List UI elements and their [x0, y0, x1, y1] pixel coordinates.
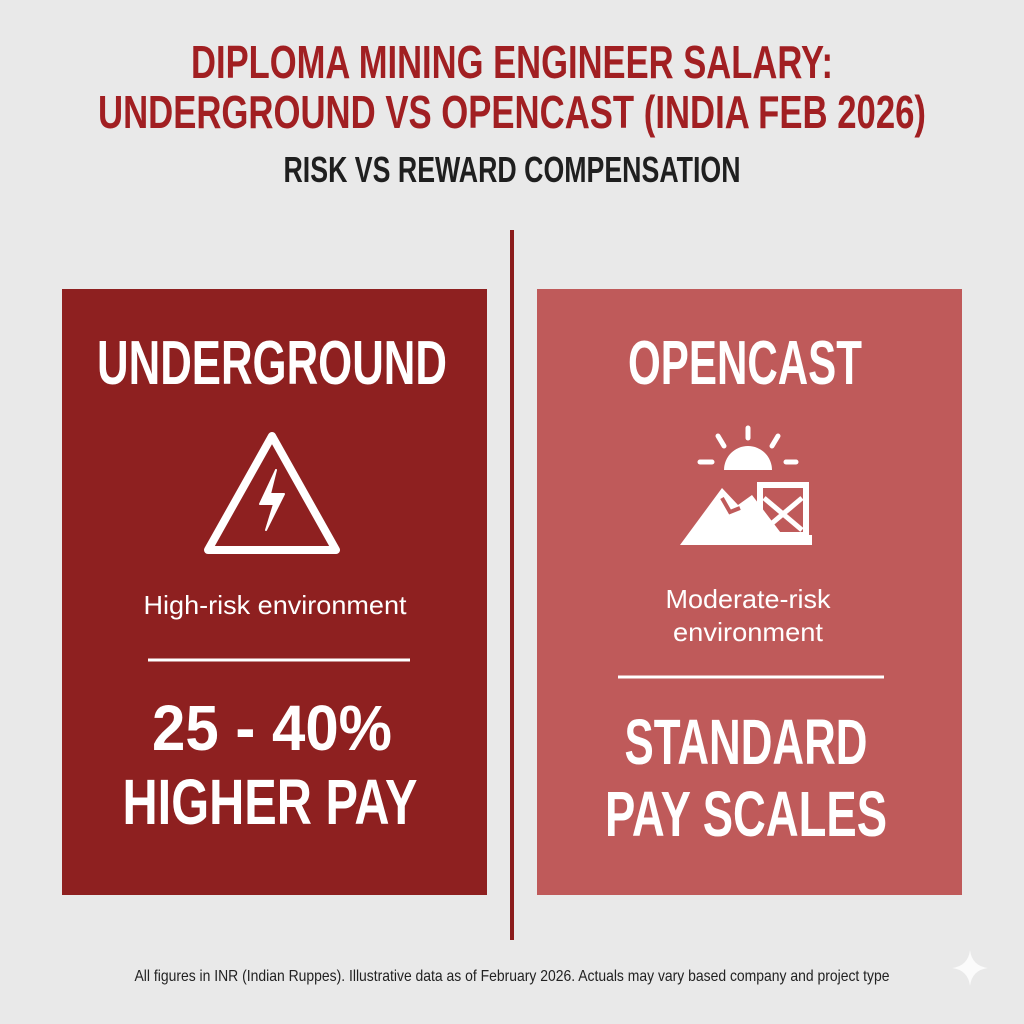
panel-heading: UNDERGROUND — [97, 329, 447, 398]
pay-text: HIGHER PAY — [123, 766, 418, 838]
subtitle: RISK VS REWARD COMPENSATION — [284, 149, 741, 190]
title: DIPLOMA MINING ENGINEER SALARY: — [191, 36, 833, 88]
panel-description: High-risk environment — [144, 590, 408, 620]
panel — [62, 289, 487, 895]
sparkle-icon — [952, 950, 988, 986]
warning-icon — [204, 432, 340, 554]
pay-text: STANDARD — [625, 706, 868, 778]
pay-text: 25 - 40% — [152, 692, 392, 764]
opencast-icon — [680, 425, 812, 545]
panel-description: environment — [673, 617, 824, 647]
pay-text: PAY SCALES — [605, 778, 887, 850]
panel-description: Moderate-risk — [666, 584, 832, 614]
title: UNDERGROUND VS OPENCAST (INDIA FEB 2026) — [98, 86, 926, 138]
footnote: All figures in INR (Indian Ruppes). Illu… — [135, 968, 890, 985]
panel — [537, 289, 962, 895]
panel-heading: OPENCAST — [628, 329, 862, 398]
